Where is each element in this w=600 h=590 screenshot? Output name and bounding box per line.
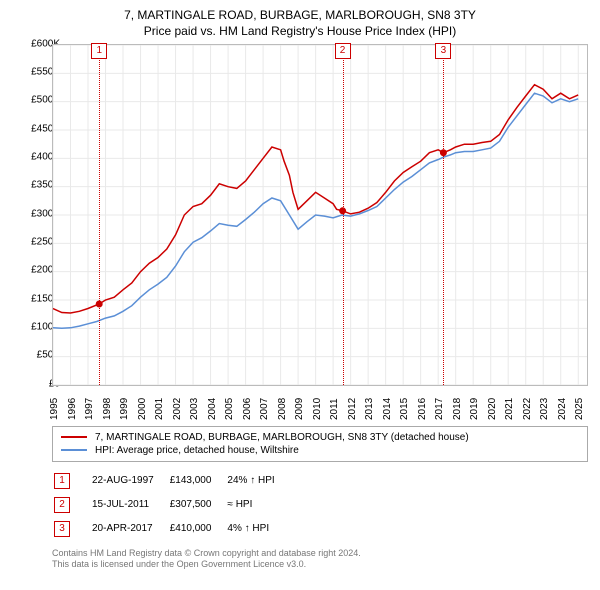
sale-marker-badge: 1: [54, 473, 70, 489]
sale-marker-badge: 3: [54, 521, 70, 537]
sale-row: 1 22-AUG-1997£143,00024% ↑ HPI: [54, 470, 289, 492]
chart-title-line2: Price paid vs. HM Land Registry's House …: [0, 24, 600, 38]
x-axis-label: 2009: [294, 397, 305, 419]
sale-marker-box: 2: [335, 43, 351, 59]
x-axis-label: 2025: [574, 397, 585, 419]
chart-plot-area: 1 2 3: [52, 44, 588, 386]
x-axis-label: 2016: [417, 397, 428, 419]
x-axis-label: 2022: [522, 397, 533, 419]
sale-marker-badge: 2: [54, 497, 70, 513]
sale-date: 22-AUG-1997: [92, 470, 168, 492]
sale-marker-vline: [343, 45, 344, 385]
x-axis-label: 2017: [434, 397, 445, 419]
x-axis-label: 2007: [259, 397, 270, 419]
sale-marker-vline: [443, 45, 444, 385]
x-axis-label: 2021: [504, 397, 515, 419]
x-axis-label: 2014: [382, 397, 393, 419]
x-axis-label: 2024: [557, 397, 568, 419]
footnote: Contains HM Land Registry data © Crown c…: [52, 548, 588, 571]
footnote-line2: This data is licensed under the Open Gov…: [52, 559, 588, 571]
x-axis-label: 1996: [67, 397, 78, 419]
x-axis-label: 2011: [329, 398, 340, 420]
x-axis-label: 2005: [224, 397, 235, 419]
x-axis-label: 1995: [49, 397, 60, 419]
sale-price: £410,000: [170, 518, 226, 540]
x-axis-label: 2010: [312, 397, 323, 419]
legend-label-hpi: HPI: Average price, detached house, Wilt…: [95, 445, 299, 456]
sale-date: 15-JUL-2011: [92, 494, 168, 516]
sale-price: £143,000: [170, 470, 226, 492]
x-axis-label: 1997: [84, 397, 95, 419]
x-axis-label: 2023: [539, 397, 550, 419]
x-axis-label: 2000: [137, 397, 148, 419]
legend-swatch-hpi: [61, 449, 87, 451]
sale-marker-box: 3: [435, 43, 451, 59]
sale-delta: 24% ↑ HPI: [227, 470, 288, 492]
sale-date: 20-APR-2017: [92, 518, 168, 540]
x-axis-label: 2020: [487, 397, 498, 419]
legend: 7, MARTINGALE ROAD, BURBAGE, MARLBOROUGH…: [52, 426, 588, 462]
sales-table: 1 22-AUG-1997£143,00024% ↑ HPI 2 15-JUL-201…: [52, 468, 291, 542]
x-axis-label: 2019: [469, 397, 480, 419]
footnote-line1: Contains HM Land Registry data © Crown c…: [52, 548, 588, 560]
sale-delta: 4% ↑ HPI: [227, 518, 288, 540]
x-axis-label: 2006: [242, 397, 253, 419]
legend-swatch-property: [61, 436, 87, 438]
sale-price: £307,500: [170, 494, 226, 516]
x-axis-label: 2004: [207, 397, 218, 419]
x-axis-label: 2015: [399, 397, 410, 419]
sale-row: 2 15-JUL-2011£307,500≈ HPI: [54, 494, 289, 516]
sale-delta: ≈ HPI: [227, 494, 288, 516]
x-axis-label: 2001: [154, 397, 165, 419]
x-axis-label: 2018: [452, 397, 463, 419]
x-axis-label: 2013: [364, 397, 375, 419]
sale-row: 3 20-APR-2017£410,0004% ↑ HPI: [54, 518, 289, 540]
x-axis-label: 2003: [189, 397, 200, 419]
sale-marker-vline: [99, 45, 100, 385]
x-axis-label: 1998: [102, 397, 113, 419]
legend-label-property: 7, MARTINGALE ROAD, BURBAGE, MARLBOROUGH…: [95, 432, 469, 443]
x-axis-label: 2008: [277, 397, 288, 419]
x-axis-label: 2012: [347, 397, 358, 419]
x-axis-label: 1999: [119, 397, 130, 419]
chart-title-line1: 7, MARTINGALE ROAD, BURBAGE, MARLBOROUGH…: [0, 0, 600, 24]
x-axis-label: 2002: [172, 397, 183, 419]
sale-marker-box: 1: [91, 43, 107, 59]
